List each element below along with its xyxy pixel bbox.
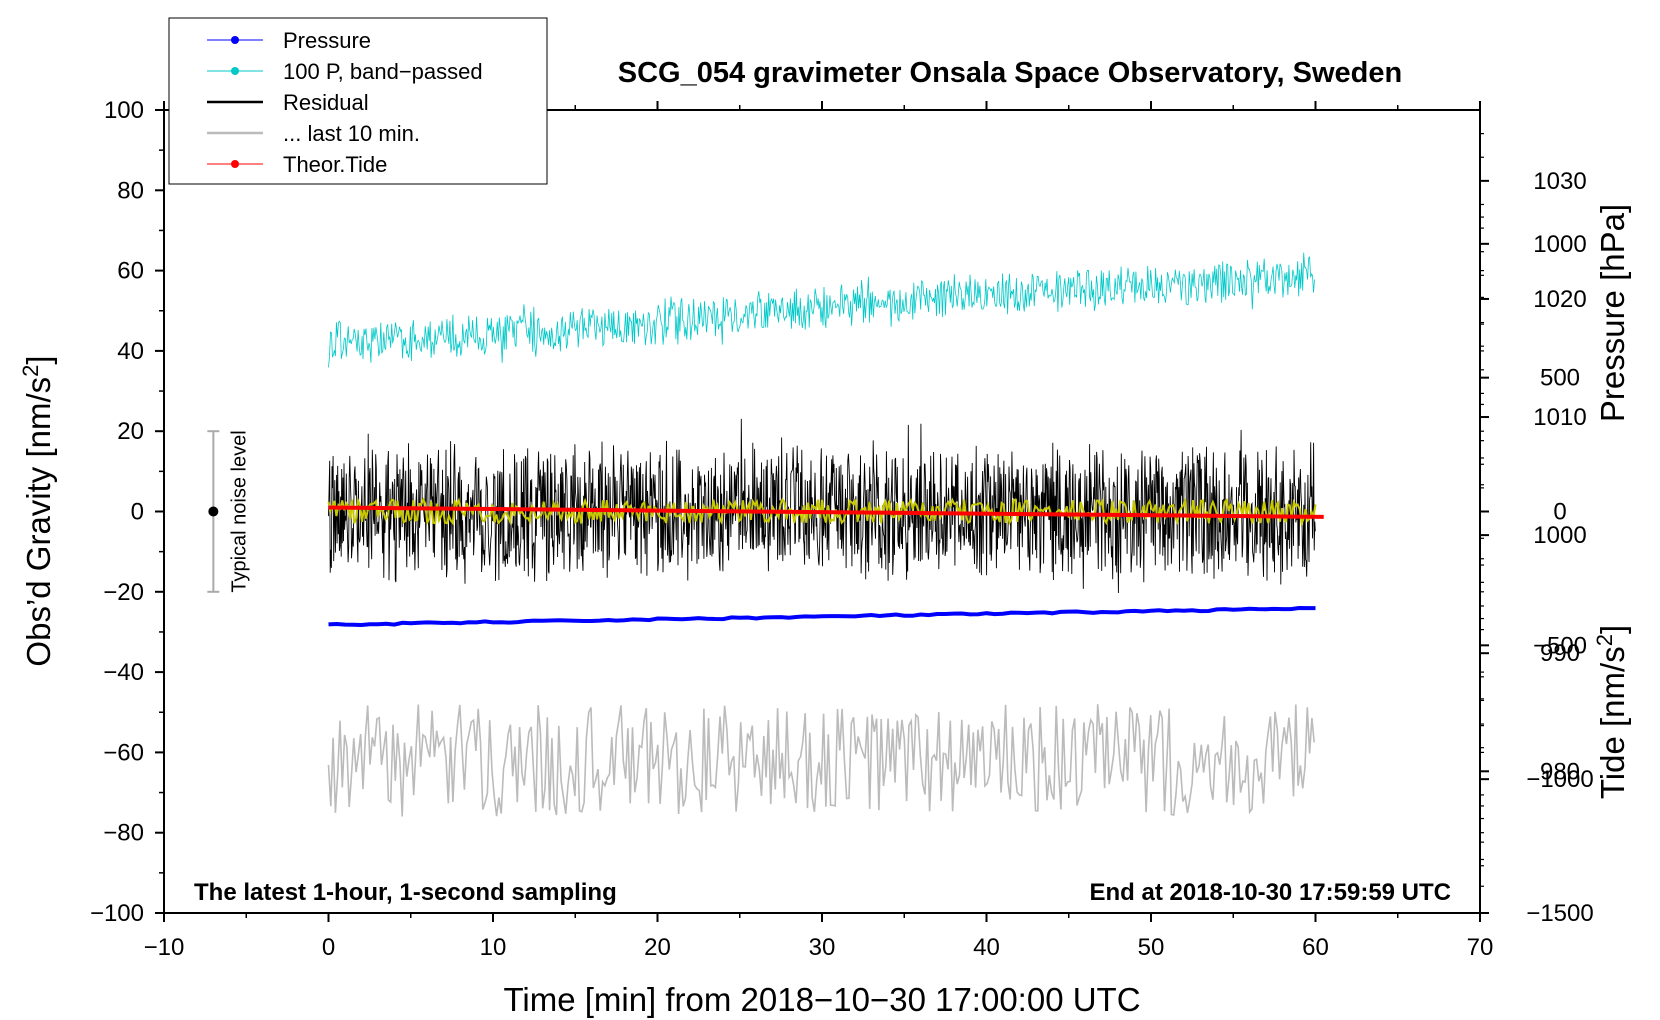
axis-tick-labels: −10 0 10 20 30 40 50 60 70100806040200−20−40−60−… — [90, 97, 1594, 961]
tide-tick-label: −1500 — [1526, 900, 1593, 927]
x-tick-label: 10 — [480, 934, 507, 961]
chart-title: SCG_054 gravimeter Onsala Space Observat… — [618, 57, 1402, 89]
x-tick-label: 70 — [1467, 934, 1494, 961]
series-layer — [327, 252, 1324, 817]
noise-center-dot — [208, 506, 219, 517]
legend-label: 100 P, band−passed — [283, 59, 483, 84]
y-tick-label: −60 — [103, 739, 144, 766]
pressure-tick-label: 1010 — [1533, 404, 1586, 431]
series-pressure — [328, 605, 1316, 628]
y-tick-label: 0 — [131, 499, 144, 526]
pressure-tick-label: 1000 — [1533, 522, 1586, 549]
sampling-note: The latest 1-hour, 1-second sampling — [194, 879, 617, 906]
y-tick-label: −80 — [103, 820, 144, 847]
tide-close: ] — [1594, 625, 1631, 634]
y-left-close: ] — [20, 355, 57, 364]
x-tick-label: 40 — [973, 934, 1000, 961]
tide-tick-label: −500 — [1533, 632, 1587, 659]
y-axis-title-left: Obs’d Gravity [nm/s2] — [18, 355, 57, 666]
legend-marker — [231, 67, 239, 75]
tide-superscript: 2 — [1592, 634, 1617, 646]
tide-tick-label: 0 — [1553, 499, 1566, 526]
x-tick-label: 60 — [1302, 934, 1329, 961]
tide-title-text: Tide [nm/s — [1594, 646, 1631, 799]
series-bandpassed-pressure — [328, 252, 1315, 368]
x-tick-label: 50 — [1138, 934, 1165, 961]
legend-marker — [231, 160, 239, 168]
tide-tick-label: 1000 — [1533, 231, 1586, 258]
y-tick-label: −100 — [90, 900, 144, 927]
end-time-note: End at 2018-10-30 17:59:59 UTC — [1090, 879, 1452, 906]
x-tick-label: 30 — [809, 934, 836, 961]
pressure-tick-label: 980 — [1540, 758, 1580, 785]
tide-tick-label: −1000 — [1526, 766, 1593, 793]
series-theoretical-tide — [328, 505, 1324, 519]
y-left-title-text: Obs’d Gravity [nm/s — [20, 377, 57, 667]
x-tick-label: 0 — [322, 934, 335, 961]
legend-label: Theor.Tide — [283, 152, 387, 177]
tide-axis-title: Tide [nm/s2] — [1592, 625, 1631, 799]
y-tick-label: 60 — [117, 258, 144, 285]
legend-label: ... last 10 min. — [283, 121, 420, 146]
noise-level-label: Typical noise level — [228, 430, 250, 592]
legend-marker — [231, 36, 239, 44]
y-tick-label: 20 — [117, 418, 144, 445]
pressure-axis-title: Pressure [hPa] — [1594, 204, 1631, 422]
series-last-10-min — [327, 704, 1315, 817]
x-tick-label: 20 — [644, 934, 671, 961]
axis-ticks — [155, 101, 1489, 922]
legend: Pressure 100 P, band−passed Residual ... la… — [168, 17, 548, 185]
legend-label: Pressure — [283, 28, 371, 53]
y-tick-label: 80 — [117, 177, 144, 204]
y-tick-label: 40 — [117, 338, 144, 365]
legend-label: Residual — [283, 90, 369, 115]
pressure-tick-label: 1030 — [1533, 168, 1586, 195]
x-tick-label: −10 — [144, 934, 185, 961]
y-tick-label: −40 — [103, 659, 144, 686]
x-axis-title: Time [min] from 2018−10−30 17:00:00 UTC — [503, 981, 1140, 1018]
y-tick-label: 100 — [104, 97, 144, 124]
y-left-superscript: 2 — [18, 365, 43, 377]
noise-level-marker: Typical noise level — [207, 430, 250, 593]
pressure-tick-label: 1020 — [1533, 286, 1586, 313]
tide-tick-label: 500 — [1540, 365, 1580, 392]
y-tick-label: −20 — [103, 579, 144, 606]
pressure-tick-label: 990 — [1540, 640, 1580, 667]
